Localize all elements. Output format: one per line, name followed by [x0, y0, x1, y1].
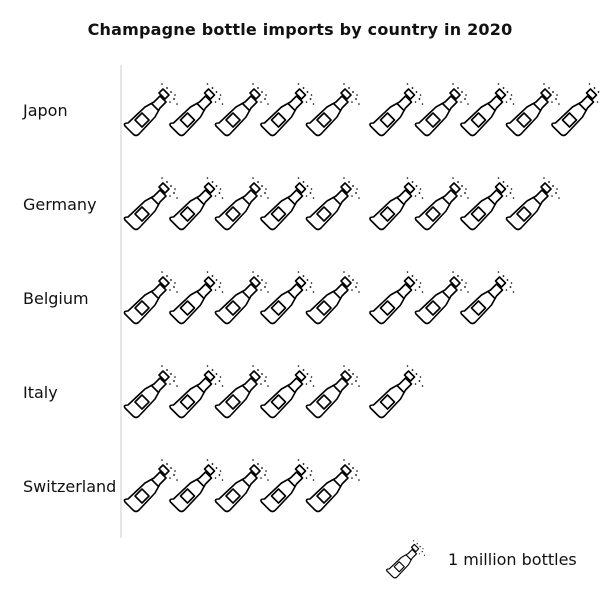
bottle-icon	[169, 176, 225, 231]
category-label: Germany	[23, 195, 97, 214]
bottle-icon	[305, 364, 361, 419]
category-label: Japon	[23, 101, 68, 120]
bottle-icon	[169, 458, 225, 513]
bottle-icon	[169, 82, 225, 137]
bottle-icon	[505, 82, 561, 137]
bottle-icon	[414, 270, 470, 325]
bottle-icon	[214, 458, 270, 513]
bottle-icon	[369, 364, 425, 419]
bottle-icon	[123, 364, 179, 419]
bottle-icon	[123, 458, 179, 513]
legend-label: 1 million bottles	[448, 550, 577, 569]
bottle-icon	[460, 176, 516, 231]
bottle-icon	[305, 176, 361, 231]
bottle-icon	[551, 82, 600, 137]
bottle-icon	[260, 364, 316, 419]
bottle-icon	[260, 82, 316, 137]
bottle-icon	[214, 82, 270, 137]
bottle-icon	[305, 270, 361, 325]
bottle-icon	[369, 82, 425, 137]
bottle-icon	[260, 458, 316, 513]
bottle-icon	[460, 82, 516, 137]
bottle-icon	[414, 82, 470, 137]
category-label: Belgium	[23, 289, 89, 308]
bottle-icon	[214, 270, 270, 325]
bottle-icon	[260, 176, 316, 231]
bottle-icon	[414, 176, 470, 231]
legend-bottle-icon	[386, 539, 426, 579]
bottle-icon	[123, 82, 179, 137]
bottle-icon	[505, 176, 561, 231]
bottle-icon	[214, 364, 270, 419]
category-label: Switzerland	[23, 477, 117, 496]
bottle-icon	[305, 458, 361, 513]
bottle-icon	[260, 270, 316, 325]
bottle-icon	[369, 270, 425, 325]
category-label: Italy	[23, 383, 58, 402]
bottle-icon	[305, 82, 361, 137]
bottle-icon	[169, 270, 225, 325]
chart-title: Champagne bottle imports by country in 2…	[87, 20, 513, 39]
bottle-icon	[214, 176, 270, 231]
bottle-icon	[460, 270, 516, 325]
bottle-icon	[123, 176, 179, 231]
bottle-icon	[123, 270, 179, 325]
bottle-icon	[369, 176, 425, 231]
bottle-icon	[169, 364, 225, 419]
